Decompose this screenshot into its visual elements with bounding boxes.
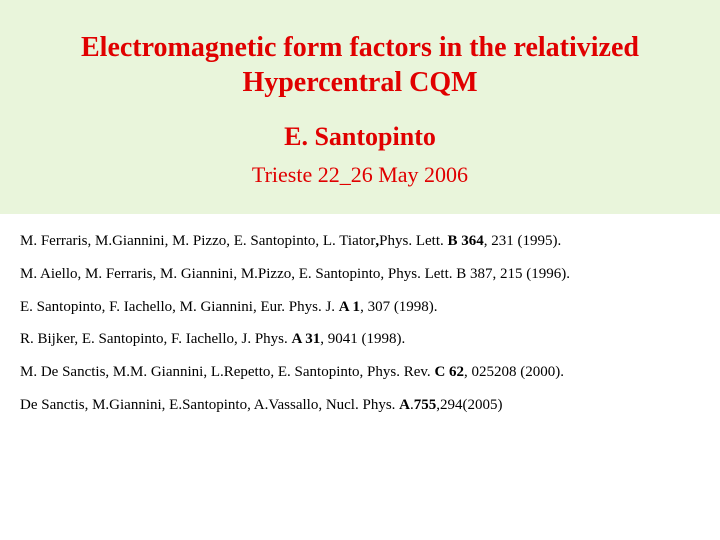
ref-text: R. Bijker, E. Santopinto, F. Iachello, J… (20, 331, 292, 347)
title-line-2: Hypercentral CQM (20, 65, 700, 100)
reference-item: E. Santopinto, F. Iachello, M. Giannini,… (20, 298, 700, 317)
reference-item: M. Aiello, M. Ferraris, M. Giannini, M.P… (20, 265, 700, 284)
ref-text: M. Ferraris, M.Giannini, M. Pizzo, E. Sa… (20, 233, 375, 249)
date-location: Trieste 22_26 May 2006 (20, 162, 700, 194)
ref-text: , 231 (1995). (484, 233, 562, 249)
ref-bold: A 31 (292, 331, 321, 347)
ref-text: E. Santopinto, F. Iachello, M. Giannini,… (20, 299, 339, 315)
reference-item: M. De Sanctis, M.M. Giannini, L.Repetto,… (20, 363, 700, 382)
reference-item: M. Ferraris, M.Giannini, M. Pizzo, E. Sa… (20, 232, 700, 251)
ref-text: , 9041 (1998). (320, 331, 405, 347)
author: E. Santopinto (20, 122, 700, 152)
references-block: M. Ferraris, M.Giannini, M. Pizzo, E. Sa… (0, 214, 720, 415)
ref-text: ,294(2005) (436, 397, 502, 413)
ref-text: De Sanctis, M.Giannini, E.Santopinto, A.… (20, 397, 399, 413)
ref-text: M. De Sanctis, M.M. Giannini, L.Repetto,… (20, 364, 434, 380)
main-title: Electromagnetic form factors in the rela… (20, 30, 700, 100)
reference-item: De Sanctis, M.Giannini, E.Santopinto, A.… (20, 396, 700, 415)
ref-bold: B 364 (448, 233, 484, 249)
ref-bold: A (399, 397, 410, 413)
ref-text: M. Aiello, M. Ferraris, M. Giannini, M.P… (20, 266, 570, 282)
ref-bold: A 1 (339, 299, 360, 315)
ref-text: , 025208 (2000). (464, 364, 564, 380)
ref-text: , 307 (1998). (360, 299, 438, 315)
ref-bold: C 62 (434, 364, 464, 380)
title-line-1: Electromagnetic form factors in the rela… (20, 30, 700, 65)
ref-text: Phys. Lett. (379, 233, 447, 249)
ref-bold: 755 (414, 397, 437, 413)
reference-item: R. Bijker, E. Santopinto, F. Iachello, J… (20, 330, 700, 349)
title-block: Electromagnetic form factors in the rela… (0, 0, 720, 214)
